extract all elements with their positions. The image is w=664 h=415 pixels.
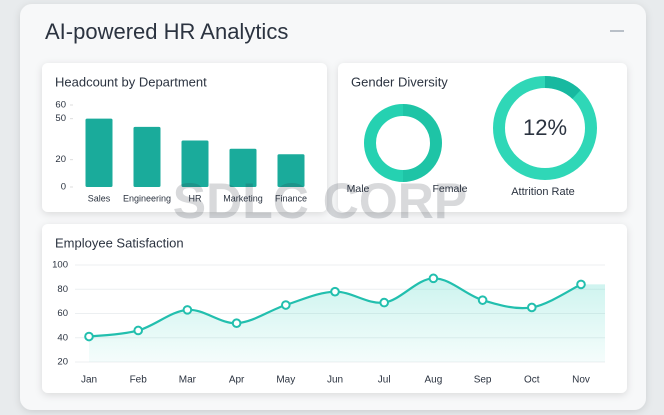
y-tick-label: 60 (55, 100, 66, 111)
bar (277, 154, 305, 187)
point (133, 325, 143, 336)
chart-title: Headcount by Department (55, 74, 207, 89)
y-tick-label: 20 (57, 357, 68, 368)
x-tick-label: Mar (179, 375, 197, 386)
y-tick-label: 60 (57, 308, 68, 319)
y-tick-label: 80 (57, 284, 68, 295)
gauge-arc (544, 76, 581, 100)
y-tick-label: 40 (57, 332, 68, 343)
x-tick-label: Jun (327, 375, 343, 386)
point (281, 300, 291, 310)
legend-label: Female (432, 183, 467, 195)
donut-slice (364, 104, 404, 182)
x-tick-label: Apr (229, 375, 245, 386)
bar (181, 140, 209, 187)
x-tick-label: HR (189, 193, 202, 203)
point (330, 286, 340, 297)
area (89, 278, 605, 362)
point (428, 273, 439, 284)
dashboard-title: AI-powered HR Analytics (45, 19, 288, 44)
x-tick-label: Feb (130, 375, 148, 386)
donut-slice (402, 104, 442, 182)
x-tick-label: Aug (425, 375, 443, 386)
point (379, 297, 390, 308)
legend-label: Male (347, 183, 370, 195)
x-tick-label: May (276, 375, 295, 386)
x-tick-label: Sep (474, 375, 492, 386)
gauge-value: 12% (523, 115, 567, 140)
x-tick-label: Jan (81, 375, 97, 386)
point (477, 295, 488, 305)
x-tick-label: Marketing (223, 193, 263, 203)
x-tick-label: Oct (524, 375, 540, 386)
point (527, 302, 537, 313)
bar (229, 148, 257, 187)
point (182, 305, 193, 315)
chart-title: Employee Satisfaction (55, 235, 184, 250)
gauge-label: Attrition Rate (511, 186, 575, 198)
x-tick-label: Finance (275, 193, 307, 203)
x-tick-label: Sales (88, 193, 111, 203)
x-tick-label: Engineering (123, 193, 171, 203)
x-tick-label: Nov (572, 375, 590, 386)
point (576, 279, 586, 290)
point (84, 331, 94, 342)
chart-title: Gender Diversity (351, 74, 448, 89)
watermark: SDLC CORP (173, 173, 467, 229)
x-tick-label: Jul (378, 375, 391, 386)
y-tick-label: 100 (52, 260, 68, 271)
point (231, 318, 242, 329)
bar (133, 126, 161, 187)
bar (85, 118, 113, 187)
y-tick-label: 20 (55, 154, 66, 165)
y-tick-label: 50 (55, 113, 66, 124)
y-tick-label: 0 (61, 182, 66, 193)
